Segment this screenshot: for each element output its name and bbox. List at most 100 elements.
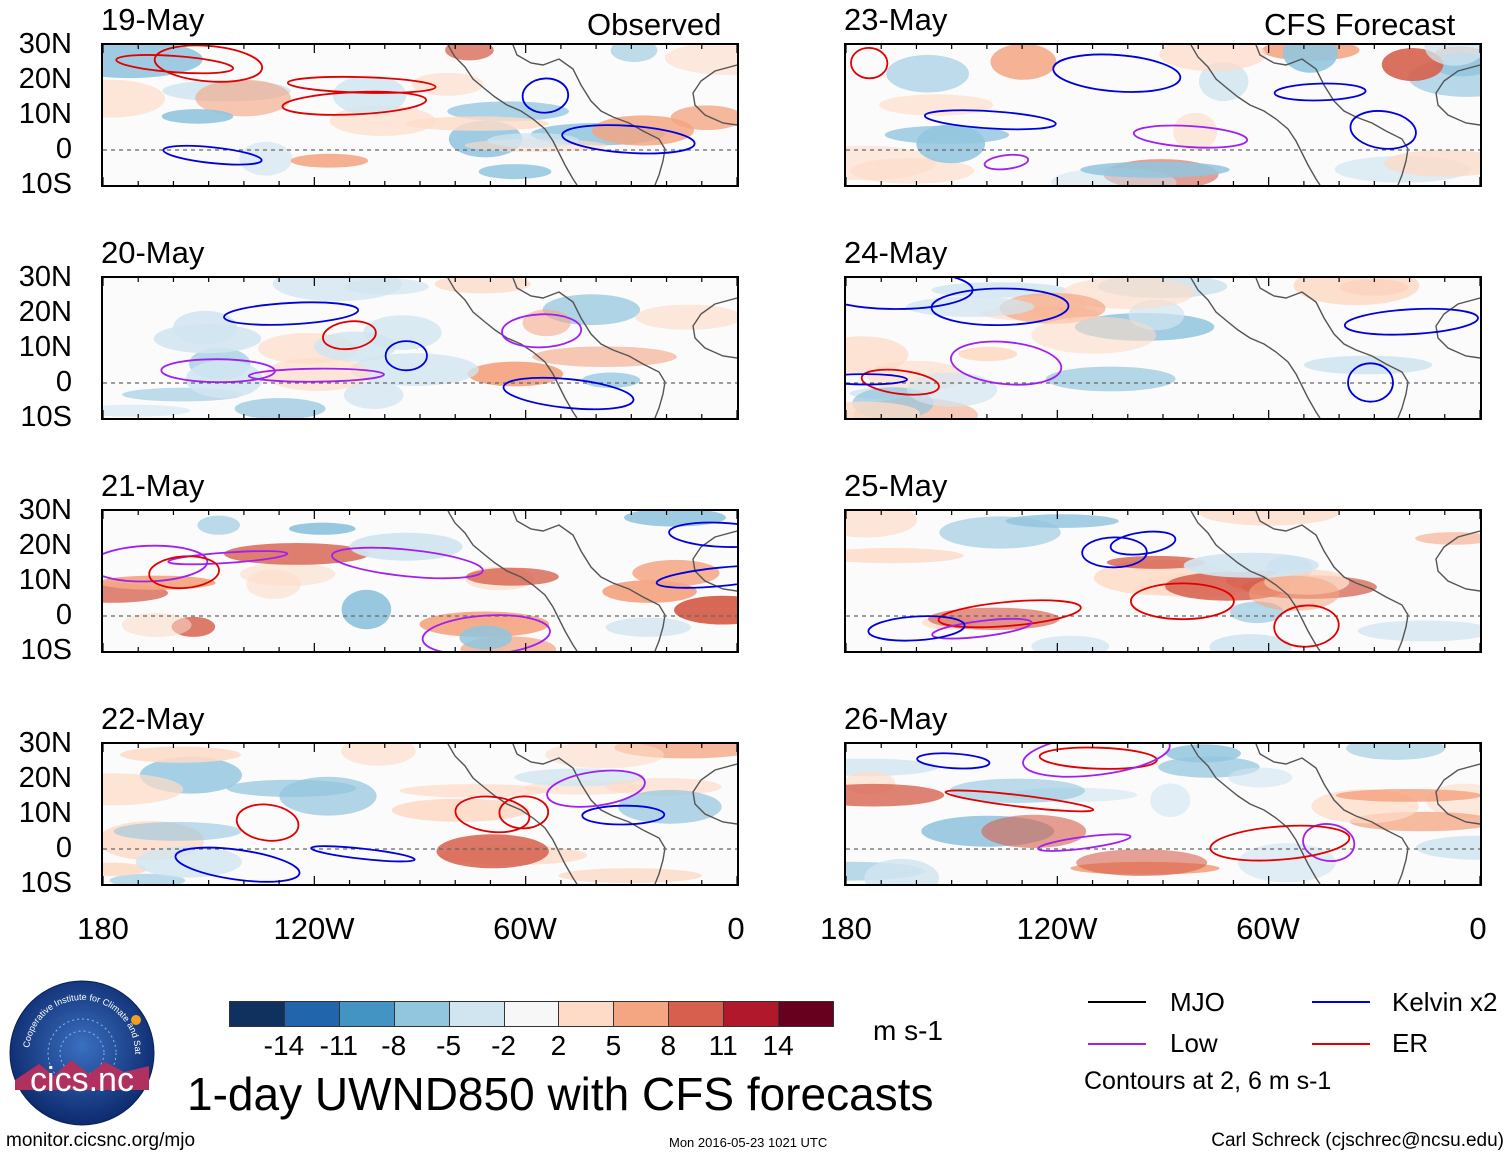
anomaly-shading (113, 822, 242, 841)
contour-line (167, 550, 289, 566)
anomaly-shading (406, 116, 549, 131)
contour-line (668, 521, 737, 548)
colorbar-swatch (393, 1001, 450, 1027)
anomaly-shading (522, 309, 571, 337)
colorbar-tick-label: -5 (436, 1030, 462, 1061)
colorbar: -14 -11 -8 -5 -2 2 5 8 11 14 (229, 1001, 834, 1066)
coastline (1435, 530, 1480, 592)
panel-date-right-4: 26-May (844, 701, 948, 736)
coastline (447, 744, 578, 884)
anomaly-shading (135, 846, 242, 878)
anomaly-shading (341, 744, 416, 766)
colorbar-swatch (668, 1001, 725, 1027)
anomaly-shading (545, 744, 664, 769)
anomaly-shading (1031, 635, 1110, 651)
map-panel-left-4 (101, 742, 739, 886)
anomaly-shading (1183, 552, 1319, 578)
legend-note: Contours at 2, 6 m s-1 (1084, 1067, 1332, 1095)
contour-line (1132, 124, 1249, 149)
coastline (1190, 511, 1321, 651)
anomaly-shading (185, 360, 263, 399)
anomaly-shading (467, 361, 564, 387)
contour-line (655, 564, 737, 589)
anomaly-shading (1165, 744, 1241, 763)
colorbar-swatch (558, 1001, 615, 1027)
contour-line (521, 77, 570, 114)
coastline (1190, 744, 1321, 884)
lat-label-row2-4: 10S (20, 401, 72, 433)
anomaly-shading (674, 595, 737, 625)
contour-line (1209, 824, 1351, 862)
contour-line (561, 124, 696, 155)
anomaly-shading (391, 798, 529, 822)
contour-line (310, 845, 416, 863)
anomaly-shading (1293, 278, 1420, 306)
anomaly-shading (931, 282, 1067, 298)
anomaly-shading (1173, 112, 1218, 151)
anomaly-shading (532, 346, 677, 367)
contour-line (1037, 833, 1132, 852)
logo-text: cics.nc (30, 1061, 134, 1099)
anomaly-shading (1282, 45, 1338, 73)
footer-url[interactable]: monitor.cicsnc.org/mjo (6, 1130, 196, 1151)
map-panel-right-4 (844, 742, 1482, 886)
coastline (692, 530, 737, 592)
anomaly-shading (1304, 355, 1433, 375)
lat-label-row3-2: 10N (18, 564, 72, 596)
anomaly-shading (1248, 575, 1340, 611)
contour-line (174, 846, 301, 883)
anomaly-shading (1228, 767, 1293, 788)
colorbar-swatch (229, 1001, 285, 1027)
anomaly-shading (624, 511, 726, 527)
anomaly-shading (605, 617, 692, 637)
anomaly-shading (466, 567, 559, 586)
legend-label-mjo: MJO (1170, 987, 1225, 1017)
anomaly-shading (635, 304, 737, 330)
anomaly-shading (990, 45, 1057, 80)
legend-line-kelvin (1312, 1001, 1370, 1003)
contour-line (286, 75, 437, 94)
contour-line (498, 795, 550, 830)
anomaly-shading (879, 94, 994, 116)
coastline (512, 278, 666, 418)
anomaly-shading (109, 873, 186, 884)
anomaly-shading (234, 398, 326, 418)
observed-header: Observed (587, 7, 722, 42)
anomaly-shading (313, 331, 397, 362)
anomaly-shading (846, 401, 920, 418)
coastline (1190, 278, 1321, 418)
contour-line (1302, 823, 1356, 862)
colorbar-tick-label: 14 (762, 1030, 794, 1061)
colorbar-tick-label: 5 (605, 1030, 622, 1061)
contour-line (103, 544, 209, 583)
cfs-forecast-header: CFS Forecast (1264, 7, 1456, 42)
anomaly-shading (1424, 45, 1480, 66)
colorbar-swatch (448, 1001, 505, 1027)
contour-line (331, 546, 484, 580)
colorbar-swatch (338, 1001, 395, 1027)
map-panel-right-1 (844, 43, 1482, 187)
legend-line-mjo (1088, 1001, 1146, 1003)
lon-label-right-120w: 120W (1016, 911, 1098, 946)
anomaly-shading (846, 548, 964, 564)
contour-line (867, 615, 966, 642)
anomaly-shading (884, 125, 1010, 144)
contour-line (1022, 744, 1171, 778)
anomaly-shading (239, 141, 293, 176)
lat-label-row2-0: 30N (18, 261, 72, 293)
coastline (692, 763, 737, 825)
footer-author: Carl Schreck (cjschrec@ncsu.edu) (1211, 1130, 1504, 1151)
coastline (692, 64, 737, 126)
coastline (1255, 511, 1409, 651)
lat-label-row1-2: 10N (18, 98, 72, 130)
lat-label-row4-0: 30N (18, 727, 72, 759)
anomaly-shading (1045, 366, 1176, 392)
anomaly-shading (341, 589, 392, 630)
contour-line (115, 54, 235, 75)
anomaly-shading (1384, 149, 1480, 177)
coastline (1435, 64, 1480, 126)
colorbar-swatch (283, 1001, 340, 1027)
coastline (1255, 744, 1409, 884)
coastline (692, 297, 737, 359)
anomaly-shading (459, 625, 512, 650)
